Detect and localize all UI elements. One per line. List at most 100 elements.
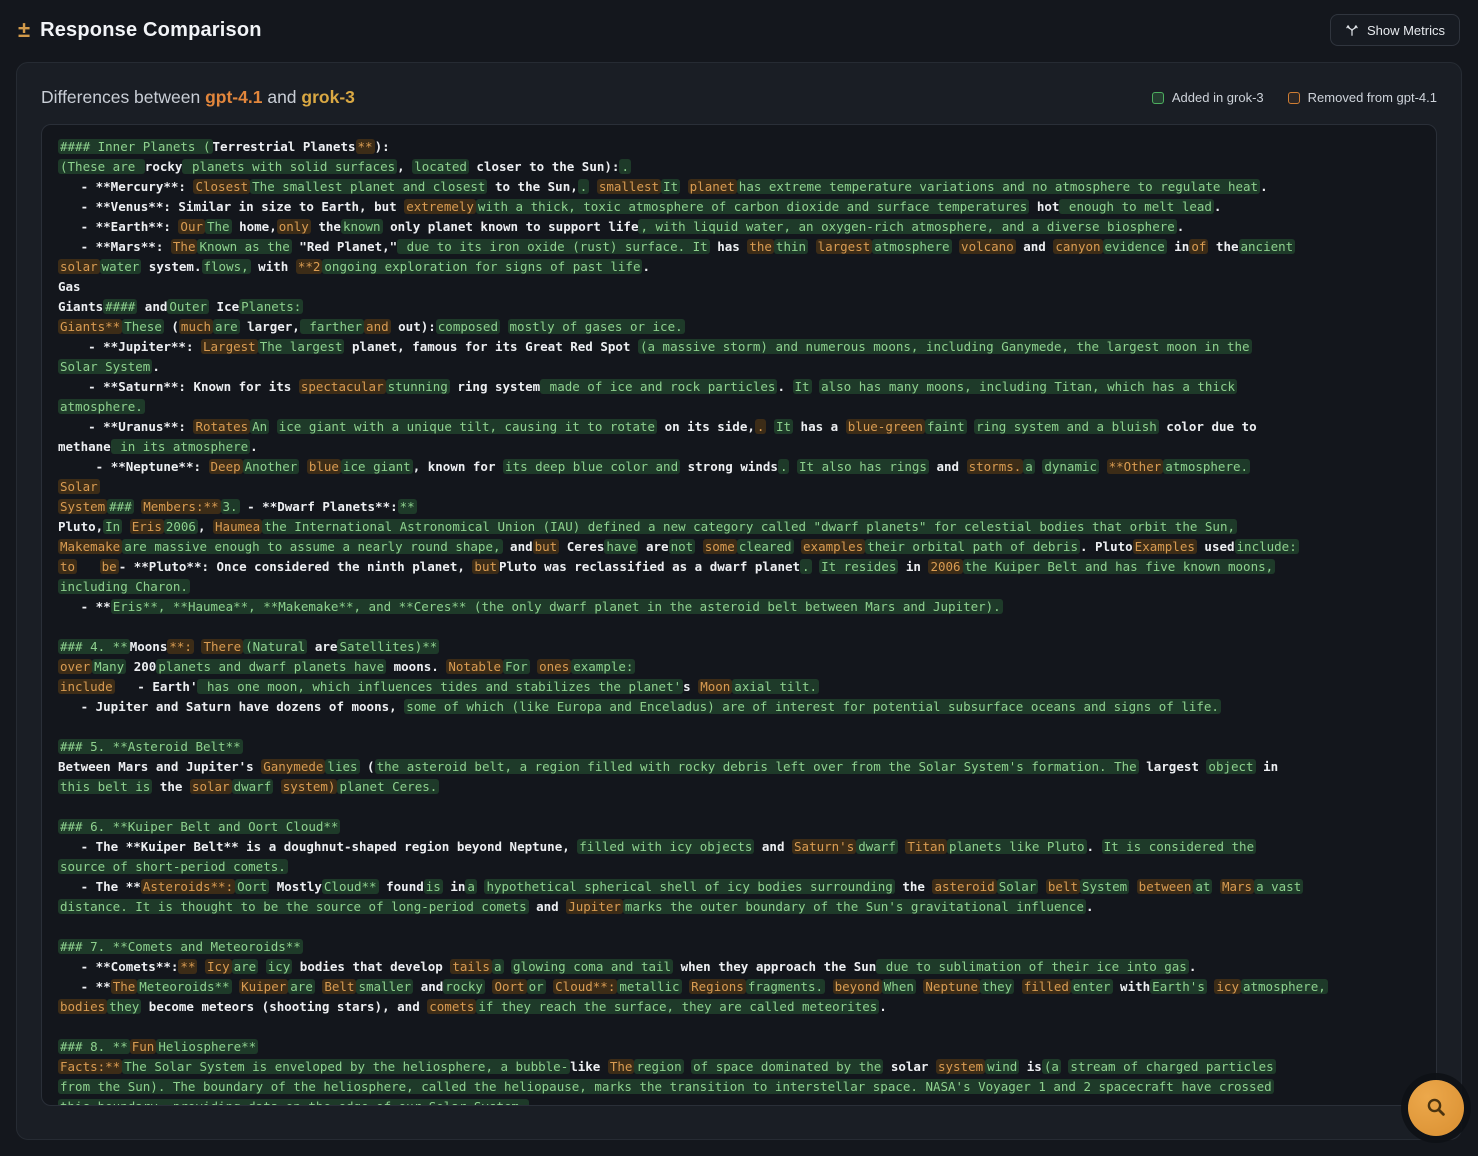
diff-added-segment: composed [435,319,500,334]
diff-unchanged-segment: the [894,879,933,894]
diff-added-segment: stream of charged particles [1068,1059,1276,1074]
diff-added-segment: , with liquid water, an oxygen-rich atmo… [638,219,1177,234]
diff-line: ### 6. **Kuiper Belt and Oort Cloud** [58,817,1420,837]
diff-added-segment: due to sublimation of their ice into gas [876,959,1189,974]
diff-added-segment: enough to melt lead [1059,199,1214,214]
diff-removed-segment: comets [427,999,477,1014]
diff-removed-segment: planet [687,179,737,194]
diff-line: solar water system. flows, with **2 ongoing… [58,257,1420,277]
diff-line: Giants #### and Outer Ice Planets: [58,297,1420,317]
diff-unchanged-segment [1038,879,1046,894]
added-swatch-icon [1151,91,1164,104]
diff-removed-segment: Members:** [141,499,221,514]
diff-removed-segment: Ganymede [261,759,326,774]
diff-removed-segment: to [58,559,78,574]
diff-removed-segment: filled [1021,979,1071,994]
diff-added-segment: planets with solid surfaces [182,159,398,174]
diff-line: over Many 200 planets and dwarf planets ha… [58,657,1420,677]
diff-added-segment: dynamic [1042,459,1100,474]
diff-unchanged-segment: bodies that develop [292,959,451,974]
diff-removed-segment: spectacular [298,379,386,394]
diff-removed-segment: Asteroids**: [140,879,236,894]
diff-unchanged-segment [269,879,277,894]
diff-unchanged-segment: to the Sun, [487,179,578,194]
diff-removed-segment: between [1136,879,1194,894]
diff-unchanged-segment [766,419,774,434]
diff-unchanged-segment: , known for [412,459,504,474]
diff-added-segment: example: [571,659,636,674]
diff-unchanged-segment: - **Uranus**: [58,419,194,434]
diff-added-segment: 2006 [163,519,198,534]
diff-added-segment: the International Astronomical Union (IA… [262,519,1237,534]
diff-removed-segment: smallest [596,179,662,194]
model-b-name: grok-3 [301,87,355,107]
diff-unchanged-segment: larger, [239,319,300,334]
diff-line: System ### Members:** 3. - **Dwarf Planets… [58,497,1420,517]
diff-added-segment: has one moon, which influences tides and… [197,679,684,694]
diff-line: source of short-period comets. [58,857,1420,877]
diff-added-segment: a [491,959,504,974]
diff-removed-segment: belt [1045,879,1080,894]
diff-unchanged-segment: was reclassified as a dwarf planet [536,559,801,574]
diff-unchanged-segment: out): [390,319,436,334]
diff-line: - The **Kuiper Belt** is a doughnut-shap… [58,837,1420,857]
diff-subtitle: Differences between gpt-4.1 and grok-3 [41,87,355,108]
diff-added-segment: An [250,419,270,434]
diff-added-segment: a vast [1254,879,1304,894]
diff-unchanged-segment: , [197,519,214,534]
diff-unchanged-segment [1014,979,1022,994]
diff-added-segment: These [122,319,164,334]
diff-unchanged-segment [789,459,797,474]
subtitle-conjunction: and [267,87,297,107]
diff-unchanged-segment: - **Dwarf Planets**: [239,499,398,514]
diff-added-segment: (a massive storm) and numerous moons, in… [637,339,1252,354]
diff-added-segment: not [668,539,696,554]
diff-unchanged-segment: with [1112,979,1151,994]
diff-line: - The ** Asteroids**: Oort Mostly Cloud** f… [58,877,1420,897]
diff-added-segment: are massive enough to assume a nearly ro… [122,539,503,554]
diff-added-segment: planet Ceres. [337,779,440,794]
diff-added-segment: faint [924,419,967,434]
diff-added-segment: Many [92,659,127,674]
diff-unchanged-segment: used [1196,539,1235,554]
diff-removed-segment: The [607,1059,635,1074]
topbar: ± Response Comparison Show Metrics [0,0,1478,60]
diff-added-segment: known [340,219,383,234]
diff-unchanged-segment: become meteors (shooting stars), and [141,999,428,1014]
diff-unchanged-segment [1129,879,1137,894]
search-fab[interactable] [1408,1080,1464,1136]
diff-added-segment: dwarf [856,839,898,854]
diff-removed-segment: Jupiter [566,899,623,914]
diff-unchanged-segment: - ** [58,979,111,994]
diff-removed-segment: Oort [492,979,527,994]
diff-added-segment: ### 6. **Kuiper Belt and Oort Cloud** [58,819,341,834]
diff-line: - ** The Meteoroids** Kuiper are Belt smalle… [58,977,1420,997]
diff-icon: ± [18,17,31,42]
diff-unchanged-segment: in [1166,239,1190,254]
diff-removed-segment: the [747,239,774,254]
diff-unchanged-segment: strong winds [680,459,778,474]
diff-unchanged-segment: - **Mars**: [58,239,171,254]
legend-added: Added in grok-3 [1151,90,1264,105]
diff-unchanged-segment: ring system [449,379,541,394]
diff-removed-segment: include [58,679,115,694]
diff-removed-segment: Neptune [923,979,981,994]
show-metrics-button[interactable]: Show Metrics [1329,14,1460,46]
diff-content[interactable]: #### Inner Planets (Terrestrial Planets *… [41,124,1437,1106]
diff-unchanged-segment: - **Mercury**: [58,179,194,194]
diff-unchanged-segment: Ice [209,299,240,314]
diff-removed-segment: Facts:** [58,1059,123,1074]
diff-removed-segment: 2006 [928,559,963,574]
diff-added-segment: Heliosphere** [156,1039,259,1054]
diff-unchanged-segment: - **Saturn**: Known for its [58,379,299,394]
diff-added-segment: are [213,319,240,334]
diff-added-segment: include: [1234,539,1299,554]
diff-added-segment: cleared [736,539,794,554]
diff-removed-segment: Largest [201,339,258,354]
diff-added-segment: are [231,959,259,974]
diff-added-segment: . [577,179,590,194]
diff-unchanged-segment: the [152,779,190,794]
diff-removed-segment: volcano [959,239,1016,254]
diff-unchanged-segment: the [310,219,341,234]
diff-added-segment: planets like Pluto [947,839,1087,854]
